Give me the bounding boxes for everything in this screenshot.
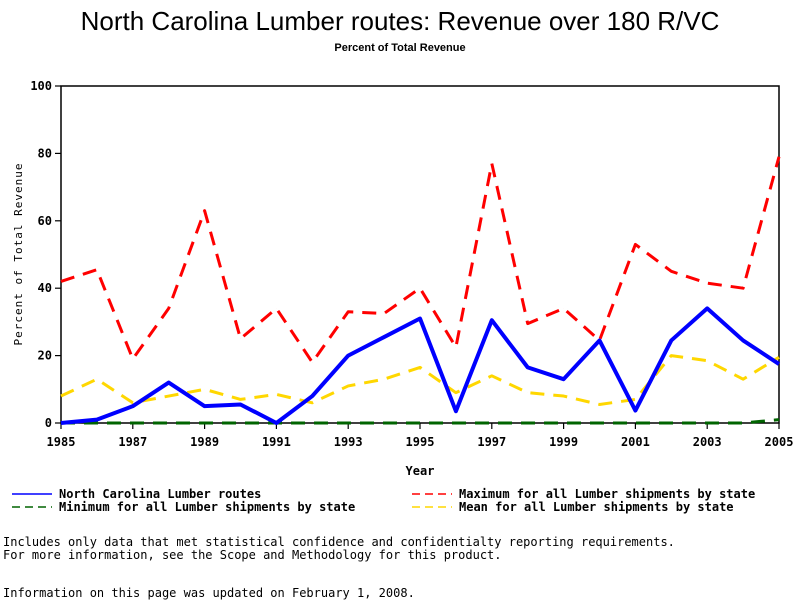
x-tick-label: 1995 <box>406 435 435 449</box>
x-tick-label: 2001 <box>621 435 650 449</box>
x-tick-label: 2005 <box>765 435 794 449</box>
x-axis-title: Year <box>406 464 435 478</box>
x-tick-label: 1991 <box>262 435 291 449</box>
y-tick-label: 40 <box>38 281 52 295</box>
plot-frame <box>60 85 780 424</box>
legend-label-nc: North Carolina Lumber routes <box>59 487 262 501</box>
y-tick-label: 60 <box>38 214 52 228</box>
note-confidence: Includes only data that met statistical … <box>3 535 675 549</box>
x-tick-label: 1997 <box>477 435 506 449</box>
series-line-nc <box>60 306 781 425</box>
x-tick-label: 1989 <box>190 435 219 449</box>
legend-label-mean: Mean for all Lumber shipments by state <box>459 500 734 514</box>
series-line-max <box>60 156 781 364</box>
x-tick-label: 1987 <box>118 435 147 449</box>
y-axis-title: Percent of Total Revenue <box>12 163 25 346</box>
note-methodology: For more information, see the Scope and … <box>3 548 502 562</box>
x-tick-label: 1985 <box>47 435 76 449</box>
y-tick-label: 100 <box>30 79 52 93</box>
x-tick-label: 1993 <box>334 435 363 449</box>
legend-label-min: Minimum for all Lumber shipments by stat… <box>59 500 356 514</box>
y-tick-label: 0 <box>45 416 52 430</box>
x-tick-label: 2003 <box>693 435 722 449</box>
legend-label-max: Maximum for all Lumber shipments by stat… <box>459 487 756 501</box>
series-line-mean <box>60 354 780 406</box>
y-tick-label: 20 <box>38 349 52 363</box>
note-updated: Information on this page was updated on … <box>3 586 415 600</box>
y-tick-label: 80 <box>38 146 52 160</box>
chart-title: North Carolina Lumber routes: Revenue ov… <box>80 6 720 36</box>
x-tick-label: 1999 <box>549 435 578 449</box>
chart-subtitle: Percent of Total Revenue <box>334 42 466 54</box>
